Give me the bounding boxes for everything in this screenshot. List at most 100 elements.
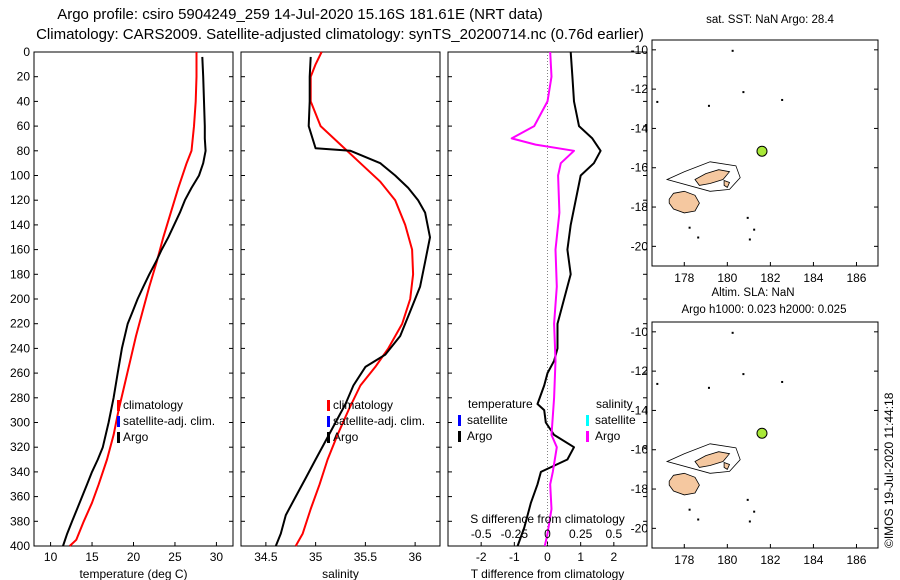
- title-line-2: Climatology: CARS2009. Satellite-adjuste…: [36, 26, 644, 43]
- salinity-diff-tick-label: 0: [544, 527, 551, 541]
- map_sst-islet: [746, 216, 749, 219]
- difference-series-salinity-difference-argo-: [510, 51, 575, 547]
- map_sst-islet: [731, 49, 734, 52]
- temperature-xtick-label: 30: [210, 550, 224, 564]
- salinity-diff-tick-label: 0.25: [569, 527, 593, 541]
- temperature-frame: [33, 51, 234, 547]
- map_sla-xtick-label: 184: [803, 553, 823, 567]
- map_sla-title: Altim. SLA: NaN: [711, 287, 794, 299]
- map_sst-islet: [656, 100, 659, 103]
- depth-tick-label: 40: [17, 94, 31, 108]
- map_sla-land-vanua-levu: [694, 451, 731, 468]
- map_sst-islet: [748, 238, 751, 241]
- map_sla-subtitle: Argo h1000: 0.023 h2000: 0.025: [682, 304, 847, 316]
- map_sla-ytick-label: -20: [631, 521, 649, 535]
- map_sla-islet: [656, 382, 659, 385]
- depth-tick-label: 360: [10, 490, 30, 504]
- temperature-xtick-label: 20: [127, 550, 141, 564]
- map_sla-xtick-label: 178: [674, 553, 694, 567]
- difference-legend-label: Argo: [595, 429, 621, 443]
- temperature-legend-swatch: [117, 400, 120, 411]
- map_sst-islet: [781, 98, 784, 101]
- difference-xtick-label: 2: [610, 550, 617, 564]
- temperature-legend-swatch: [117, 432, 120, 443]
- temperature-series-climatology: [69, 52, 198, 547]
- salinity-xtick-label: 35: [309, 550, 323, 564]
- map_sst-reef-outline: [665, 161, 741, 192]
- map_sst-xtick-label: 184: [803, 271, 823, 285]
- map_sla-land-taveuni: [723, 461, 731, 470]
- temperature-xtick-label: 25: [168, 550, 182, 564]
- map_sla-islet: [731, 331, 734, 334]
- salinity-legend-swatch: [327, 400, 330, 411]
- difference-legend-heading: salinity: [596, 397, 633, 411]
- map_sla-ytick-label: -10: [631, 325, 649, 339]
- difference-xtick-label: 1: [577, 550, 584, 564]
- map_sst-argo-float-marker: [756, 145, 768, 157]
- map_sst-xtick-label: 186: [846, 271, 866, 285]
- salinity-diff-tick-label: 0.5: [605, 527, 622, 541]
- map_sla-ytick-label: -12: [631, 364, 649, 378]
- salinity-legend-label: satellite-adj. clim.: [333, 414, 425, 428]
- difference-legend-label: satellite: [467, 413, 508, 427]
- map_sla-islet: [688, 508, 691, 511]
- depth-tick-label: 340: [10, 465, 30, 479]
- temperature-legend-label: Argo: [123, 430, 149, 444]
- depth-tick-label: 380: [10, 514, 30, 528]
- depth-tick-label: 240: [10, 341, 30, 355]
- map_sla-xtick-label: 186: [846, 553, 866, 567]
- salinity-diff-axis-title: S difference from climatology: [470, 512, 625, 526]
- salinity-series-climatology: [294, 51, 415, 547]
- sla-map-panel: Altim. SLA: NaN Argo h1000: 0.023 h2000: …: [631, 287, 879, 567]
- map_sst-land-taveuni: [723, 179, 731, 188]
- map_sla-reef-outline: [665, 443, 741, 474]
- temperature-xtick-label: 15: [85, 550, 99, 564]
- map_sst-islet: [753, 228, 756, 231]
- depth-tick-label: 160: [10, 243, 30, 257]
- map_sst-islet: [707, 104, 710, 107]
- difference-panel: -2 -1 0 1 2T difference from climatologytemp…: [447, 51, 648, 580]
- difference-xtick-label: -1: [509, 550, 520, 564]
- map_sst-ytick-label: -14: [631, 121, 649, 135]
- sst-map-panel: sat. SST: NaN Argo: 28.4 -10 -12 -14 -16 -18 -…: [631, 14, 879, 285]
- difference-legend-swatch: [458, 431, 461, 442]
- depth-tick-label: 400: [10, 539, 30, 553]
- difference-legend-swatch: [458, 415, 461, 426]
- map_sla-islet: [748, 520, 751, 523]
- salinity-series-argo: [274, 56, 431, 547]
- imos-stamp: ©IMOS 19-Jul-2020 11:44:18: [882, 392, 896, 548]
- map_sla-land-viti-levu: [668, 472, 700, 496]
- depth-tick-label: 100: [10, 169, 30, 183]
- temperature-legend-swatch: [117, 416, 120, 427]
- depth-tick-label: 80: [17, 144, 31, 158]
- salinity-panel: 34.5 35 35.5 36 salinity climatology satellite…: [240, 51, 441, 580]
- map_sla-xtick-label: 182: [760, 553, 780, 567]
- map_sst-islet: [742, 91, 745, 94]
- difference-xlabel: T difference from climatology: [471, 567, 625, 580]
- map_sst-ytick-label: -18: [631, 200, 649, 214]
- map_sla-islet: [742, 373, 745, 376]
- map_sst-land-vanua-levu: [694, 169, 731, 186]
- salinity-xtick-label: 36: [408, 550, 422, 564]
- map_sst-title: sat. SST: NaN Argo: 28.4: [706, 14, 834, 26]
- depth-tick-label: 320: [10, 440, 30, 454]
- map_sst-ytick-label: -16: [631, 161, 649, 175]
- salinity-legend-swatch: [327, 432, 330, 443]
- difference-xtick-label: 0: [544, 550, 551, 564]
- map_sla-ytick-label: -14: [631, 403, 649, 417]
- depth-tick-label: 220: [10, 317, 30, 331]
- depth-tick-label: 300: [10, 416, 30, 430]
- map_sla-ytick-label: -16: [631, 443, 649, 457]
- temperature-xlabel: temperature (deg C): [79, 567, 187, 580]
- difference-legend-heading: temperature: [468, 397, 533, 411]
- salinity-legend-label: Argo: [333, 430, 359, 444]
- depth-tick-label: 260: [10, 366, 30, 380]
- map_sst-land-viti-levu: [668, 190, 700, 214]
- salinity-diff-tick-label: -0.5: [471, 527, 492, 541]
- depth-tick-label: 120: [10, 193, 30, 207]
- depth-tick-label: 180: [10, 267, 30, 281]
- salinity-legend-swatch: [327, 416, 330, 427]
- map_sst-xtick-label: 180: [717, 271, 737, 285]
- map_sla-islet: [707, 386, 710, 389]
